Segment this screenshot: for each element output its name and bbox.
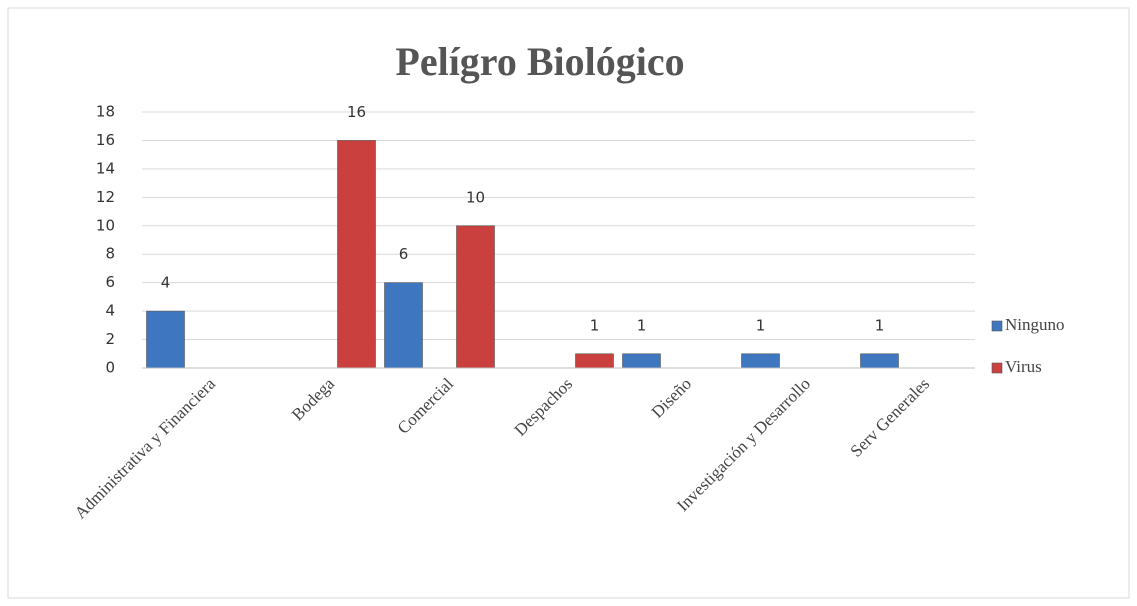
chart-title: Pelígro Biológico — [395, 39, 684, 84]
data-label: 16 — [347, 103, 366, 121]
data-label: 6 — [399, 245, 409, 263]
y-tick-label: 16 — [96, 131, 115, 149]
bar — [741, 353, 780, 369]
y-tick-label: 14 — [96, 159, 115, 177]
legend-label: Virus — [1005, 357, 1042, 376]
y-tick-label: 12 — [96, 188, 115, 206]
legend-label: Ninguno — [1005, 315, 1065, 334]
y-tick-label: 4 — [105, 302, 115, 320]
data-label: 1 — [637, 316, 647, 334]
bar — [146, 310, 185, 369]
y-tick-label: 2 — [105, 330, 115, 348]
legend-swatch — [991, 362, 1003, 374]
bar — [622, 353, 661, 369]
y-tick-label: 8 — [105, 245, 115, 263]
data-label: 1 — [875, 316, 885, 334]
bar — [575, 353, 614, 369]
legend-swatch — [991, 320, 1003, 332]
y-tick-label: 6 — [105, 273, 115, 291]
data-label: 4 — [161, 274, 171, 292]
bar — [384, 282, 423, 369]
chart-frame — [7, 7, 1130, 599]
bar — [456, 225, 495, 369]
bar — [860, 353, 899, 369]
data-label: 1 — [590, 316, 600, 334]
y-tick-label: 10 — [96, 216, 115, 234]
y-tick-label: 18 — [96, 103, 115, 121]
data-label: 10 — [466, 188, 485, 206]
bar — [337, 140, 376, 369]
data-label: 1 — [756, 316, 766, 334]
y-tick-label: 0 — [105, 359, 115, 377]
